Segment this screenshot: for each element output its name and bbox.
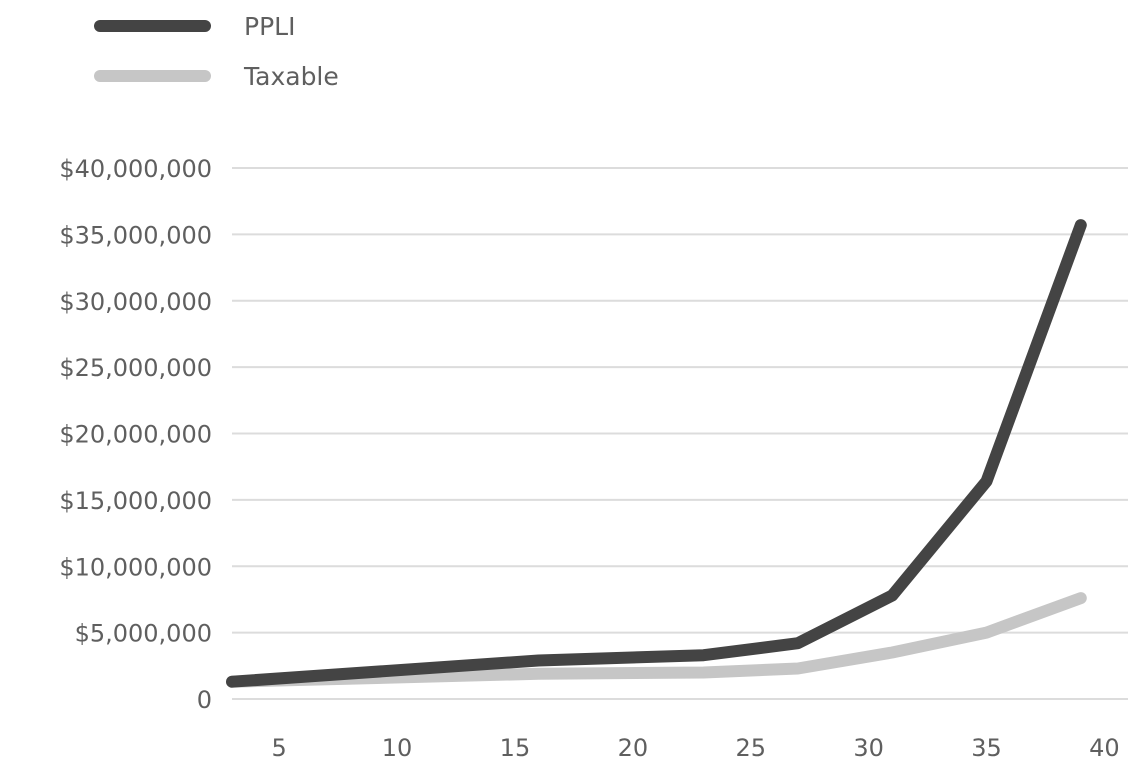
x-tick-label: 30	[853, 734, 884, 762]
data-point	[891, 651, 894, 654]
y-tick-label: $15,000,000	[59, 487, 212, 515]
data-point	[537, 672, 540, 675]
x-tick-label: 10	[382, 734, 413, 762]
y-tick-label: $10,000,000	[59, 553, 212, 581]
data-point	[1079, 597, 1082, 600]
data-point	[702, 671, 705, 674]
y-tick-label: 0	[197, 686, 212, 714]
data-point	[891, 594, 894, 597]
x-tick-label: 20	[618, 734, 649, 762]
y-tick-label: $5,000,000	[75, 620, 212, 648]
y-tick-label: $30,000,000	[59, 288, 212, 316]
x-tick-label: 40	[1089, 734, 1120, 762]
x-axis: 5 10 15 20 25 30 35 40	[272, 734, 1120, 762]
y-tick-label: $35,000,000	[59, 221, 212, 249]
data-point	[796, 667, 799, 670]
x-tick-label: 35	[971, 734, 1002, 762]
y-tick-label: $40,000,000	[59, 155, 212, 183]
y-tick-label: $20,000,000	[59, 421, 212, 449]
grid	[232, 167, 1128, 700]
data-point	[985, 631, 988, 634]
data-point	[231, 680, 233, 683]
data-point	[796, 642, 799, 645]
y-tick-label: $25,000,000	[59, 354, 212, 382]
legend-label: PPLI	[244, 12, 295, 41]
series-group	[226, 219, 1087, 688]
legend-label: Taxable	[243, 62, 339, 91]
x-tick-label: 5	[272, 734, 287, 762]
y-axis: 0 $5,000,000 $10,000,000 $15,000,000 $20,000…	[59, 155, 212, 714]
data-point	[537, 659, 540, 662]
series-line-ppli	[226, 219, 1087, 688]
data-point	[702, 654, 705, 657]
data-point	[1079, 224, 1082, 227]
x-tick-label: 15	[500, 734, 531, 762]
legend: PPLI Taxable	[94, 12, 339, 91]
data-point	[985, 480, 988, 483]
x-tick-label: 25	[735, 734, 766, 762]
